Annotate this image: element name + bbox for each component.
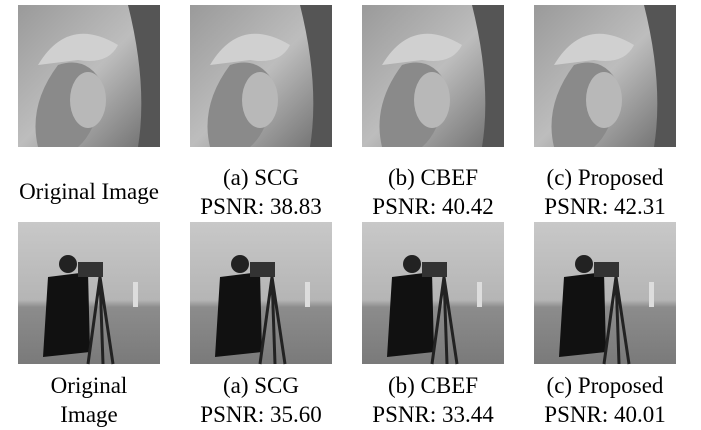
image [190,222,332,364]
caption-line: (b) CBEF [388,165,478,190]
caption-line: (b) CBEF [388,373,478,398]
caption-line: PSNR: 33.44 [372,402,494,427]
image [190,5,332,147]
image [362,222,504,364]
image [362,5,504,147]
caption-line: Image [60,402,117,427]
image-row-2 [18,222,676,364]
caption-line: (a) SCG [223,165,299,190]
image [534,5,676,147]
image [18,222,160,364]
caption-line: PSNR: 35.60 [200,402,321,427]
caption-line: Original [51,373,128,398]
caption-line: (a) SCG [223,373,299,398]
image [18,5,160,147]
image [534,222,676,364]
caption-line: (c) Proposed [547,373,664,398]
caption-line: Original Image [19,179,159,204]
caption-line: PSNR: 40.42 [372,194,493,219]
caption-line: PSNR: 40.01 [544,402,665,427]
caption-line: PSNR: 42.31 [544,194,665,219]
caption-line: PSNR: 38.83 [200,194,321,219]
caption-line: (c) Proposed [547,165,664,190]
figure: Original Image (a) SCG PSNR: 38.83 (b) CBEF… [0,0,701,430]
image-row-1 [18,5,676,147]
